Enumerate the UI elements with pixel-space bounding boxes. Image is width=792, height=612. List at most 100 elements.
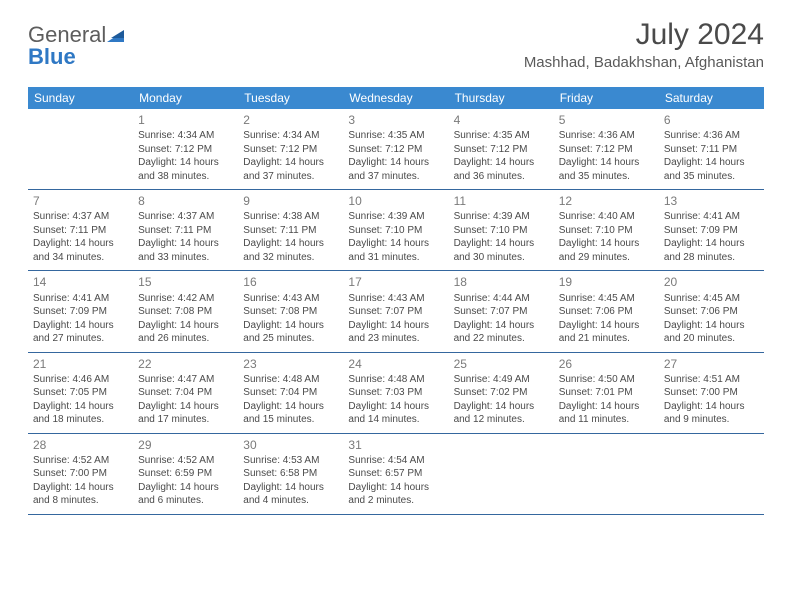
sunset-text: Sunset: 7:11 PM (33, 224, 128, 238)
logo-text-2: Blue (28, 44, 76, 69)
day-cell: 16Sunrise: 4:43 AMSunset: 7:08 PMDayligh… (238, 271, 343, 351)
daylight-text-2: and 28 minutes. (664, 251, 759, 265)
daylight-text-1: Daylight: 14 hours (348, 400, 443, 414)
daylight-text-1: Daylight: 14 hours (243, 156, 338, 170)
daylight-text-2: and 15 minutes. (243, 413, 338, 427)
day-cell: 5Sunrise: 4:36 AMSunset: 7:12 PMDaylight… (554, 109, 659, 189)
daylight-text-1: Daylight: 14 hours (33, 400, 128, 414)
sunset-text: Sunset: 7:06 PM (559, 305, 654, 319)
daylight-text-2: and 18 minutes. (33, 413, 128, 427)
daylight-text-2: and 20 minutes. (664, 332, 759, 346)
daylight-text-1: Daylight: 14 hours (348, 481, 443, 495)
daylight-text-1: Daylight: 14 hours (454, 156, 549, 170)
day-cell: 18Sunrise: 4:44 AMSunset: 7:07 PMDayligh… (449, 271, 554, 351)
day-number: 4 (454, 112, 549, 128)
day-number: 10 (348, 193, 443, 209)
sunrise-text: Sunrise: 4:45 AM (559, 292, 654, 306)
sunset-text: Sunset: 7:12 PM (559, 143, 654, 157)
day-number: 8 (138, 193, 233, 209)
day-number: 17 (348, 274, 443, 290)
day-number: 27 (664, 356, 759, 372)
sunset-text: Sunset: 7:11 PM (664, 143, 759, 157)
day-header: Tuesday (238, 87, 343, 109)
sunset-text: Sunset: 7:08 PM (243, 305, 338, 319)
day-number: 29 (138, 437, 233, 453)
daylight-text-1: Daylight: 14 hours (664, 156, 759, 170)
sunrise-text: Sunrise: 4:40 AM (559, 210, 654, 224)
day-number: 1 (138, 112, 233, 128)
sunrise-text: Sunrise: 4:41 AM (664, 210, 759, 224)
day-cell: 26Sunrise: 4:50 AMSunset: 7:01 PMDayligh… (554, 353, 659, 433)
day-number: 23 (243, 356, 338, 372)
daylight-text-1: Daylight: 14 hours (243, 237, 338, 251)
sunrise-text: Sunrise: 4:46 AM (33, 373, 128, 387)
sunrise-text: Sunrise: 4:48 AM (348, 373, 443, 387)
sunset-text: Sunset: 7:00 PM (664, 386, 759, 400)
daylight-text-2: and 9 minutes. (664, 413, 759, 427)
day-number: 9 (243, 193, 338, 209)
sunset-text: Sunset: 7:08 PM (138, 305, 233, 319)
day-header: Saturday (659, 87, 764, 109)
daylight-text-2: and 17 minutes. (138, 413, 233, 427)
daylight-text-2: and 4 minutes. (243, 494, 338, 508)
sunrise-text: Sunrise: 4:37 AM (33, 210, 128, 224)
day-number: 12 (559, 193, 654, 209)
daylight-text-1: Daylight: 14 hours (33, 319, 128, 333)
sunrise-text: Sunrise: 4:47 AM (138, 373, 233, 387)
day-cell: 1Sunrise: 4:34 AMSunset: 7:12 PMDaylight… (133, 109, 238, 189)
sunrise-text: Sunrise: 4:36 AM (559, 129, 654, 143)
sunset-text: Sunset: 7:09 PM (33, 305, 128, 319)
logo-icon (107, 24, 127, 46)
day-header: Wednesday (343, 87, 448, 109)
sunset-text: Sunset: 6:58 PM (243, 467, 338, 481)
day-cell: 12Sunrise: 4:40 AMSunset: 7:10 PMDayligh… (554, 190, 659, 270)
sunrise-text: Sunrise: 4:52 AM (33, 454, 128, 468)
day-cell: 3Sunrise: 4:35 AMSunset: 7:12 PMDaylight… (343, 109, 448, 189)
day-number: 20 (664, 274, 759, 290)
day-number: 28 (33, 437, 128, 453)
day-number: 21 (33, 356, 128, 372)
daylight-text-1: Daylight: 14 hours (559, 237, 654, 251)
day-number: 26 (559, 356, 654, 372)
location: Mashhad, Badakhshan, Afghanistan (524, 54, 764, 71)
daylight-text-2: and 22 minutes. (454, 332, 549, 346)
day-cell: 23Sunrise: 4:48 AMSunset: 7:04 PMDayligh… (238, 353, 343, 433)
day-number: 13 (664, 193, 759, 209)
day-cell: 21Sunrise: 4:46 AMSunset: 7:05 PMDayligh… (28, 353, 133, 433)
day-number: 19 (559, 274, 654, 290)
day-cell: 30Sunrise: 4:53 AMSunset: 6:58 PMDayligh… (238, 434, 343, 514)
sunset-text: Sunset: 7:10 PM (348, 224, 443, 238)
day-cell: 22Sunrise: 4:47 AMSunset: 7:04 PMDayligh… (133, 353, 238, 433)
empty-cell (28, 109, 133, 189)
daylight-text-2: and 33 minutes. (138, 251, 233, 265)
daylight-text-2: and 14 minutes. (348, 413, 443, 427)
day-cell: 8Sunrise: 4:37 AMSunset: 7:11 PMDaylight… (133, 190, 238, 270)
sunset-text: Sunset: 6:57 PM (348, 467, 443, 481)
sunset-text: Sunset: 7:06 PM (664, 305, 759, 319)
sunset-text: Sunset: 7:03 PM (348, 386, 443, 400)
day-number: 30 (243, 437, 338, 453)
daylight-text-1: Daylight: 14 hours (559, 319, 654, 333)
day-cell: 15Sunrise: 4:42 AMSunset: 7:08 PMDayligh… (133, 271, 238, 351)
daylight-text-2: and 36 minutes. (454, 170, 549, 184)
day-cell: 31Sunrise: 4:54 AMSunset: 6:57 PMDayligh… (343, 434, 448, 514)
daylight-text-1: Daylight: 14 hours (664, 400, 759, 414)
sunrise-text: Sunrise: 4:48 AM (243, 373, 338, 387)
daylight-text-2: and 11 minutes. (559, 413, 654, 427)
daylight-text-2: and 35 minutes. (559, 170, 654, 184)
sunrise-text: Sunrise: 4:52 AM (138, 454, 233, 468)
week-row: 14Sunrise: 4:41 AMSunset: 7:09 PMDayligh… (28, 271, 764, 352)
sunrise-text: Sunrise: 4:53 AM (243, 454, 338, 468)
sunrise-text: Sunrise: 4:39 AM (454, 210, 549, 224)
daylight-text-2: and 8 minutes. (33, 494, 128, 508)
day-number: 14 (33, 274, 128, 290)
sunrise-text: Sunrise: 4:41 AM (33, 292, 128, 306)
sunrise-text: Sunrise: 4:39 AM (348, 210, 443, 224)
sunrise-text: Sunrise: 4:54 AM (348, 454, 443, 468)
day-cell: 27Sunrise: 4:51 AMSunset: 7:00 PMDayligh… (659, 353, 764, 433)
day-cell: 10Sunrise: 4:39 AMSunset: 7:10 PMDayligh… (343, 190, 448, 270)
empty-cell (554, 434, 659, 514)
day-cell: 7Sunrise: 4:37 AMSunset: 7:11 PMDaylight… (28, 190, 133, 270)
sunrise-text: Sunrise: 4:50 AM (559, 373, 654, 387)
daylight-text-1: Daylight: 14 hours (33, 481, 128, 495)
